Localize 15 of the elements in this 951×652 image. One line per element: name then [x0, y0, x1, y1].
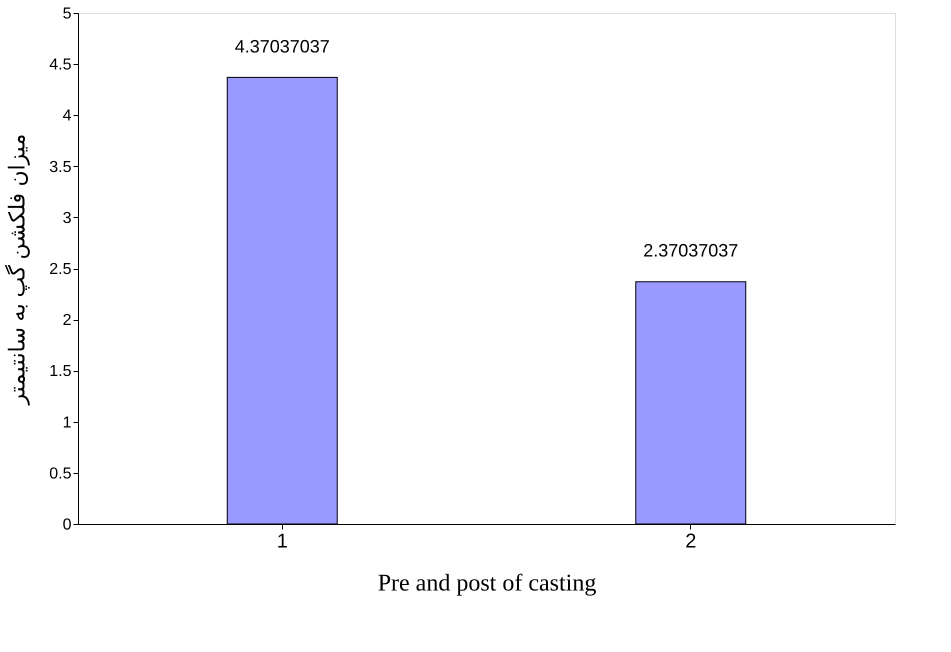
y-axis-title: ميزان فلكشن گپ به سانتيمتر [4, 133, 30, 406]
data-label: 4.37037037 [234, 36, 330, 56]
x-axis-title: Pre and post of casting [378, 570, 596, 596]
y-tick-label: 3.5 [49, 158, 72, 176]
y-tick-label: 0 [62, 516, 72, 534]
data-label: 2.37037037 [643, 240, 738, 261]
y-tick-label: 5 [62, 6, 72, 22]
y-tick-label: 1.5 [49, 363, 72, 380]
y-tick-label: 4.5 [49, 56, 72, 74]
y-tick-label: 1 [62, 414, 72, 432]
y-tick-label: 0.5 [49, 465, 72, 482]
y-tick-label: 4 [62, 108, 72, 125]
y-tick-label: 3 [62, 210, 72, 227]
y-tick-label: 2.5 [49, 261, 72, 278]
y-tick-label: 2 [62, 312, 72, 330]
